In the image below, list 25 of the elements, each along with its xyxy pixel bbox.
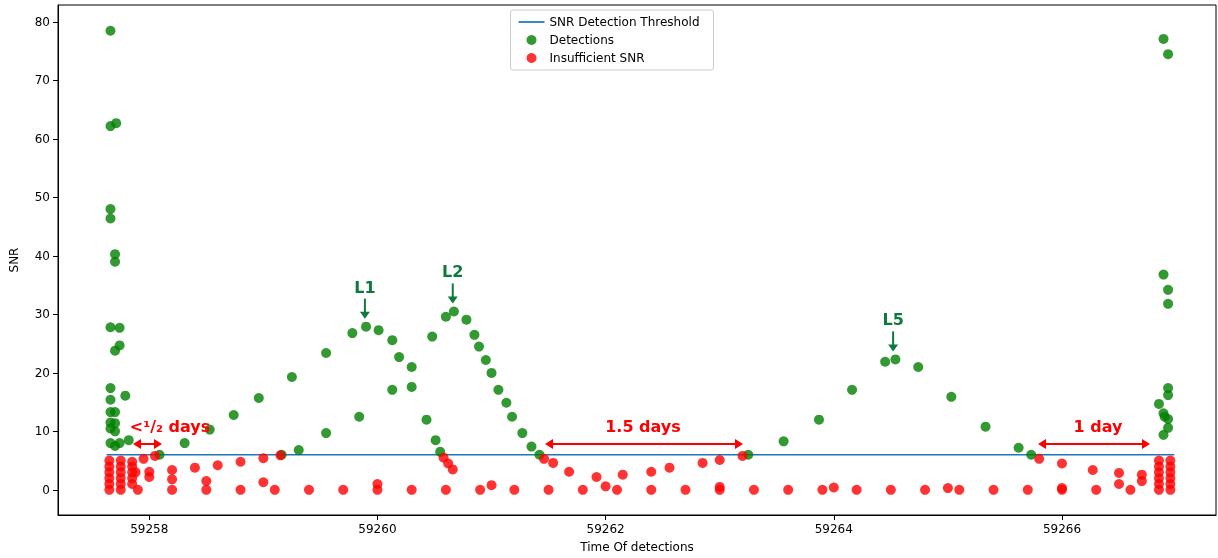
legend-label: SNR Detection Threshold [549,15,700,29]
y-tick-label: 40 [34,248,50,263]
y-axis-title: SNR [7,247,21,273]
x-tick-label: 59266 [1042,522,1082,536]
y-tick-label: 80 [34,14,50,29]
y-tick-label: 50 [34,190,50,205]
annotation: 1.5 days [605,417,681,436]
y-tick-label: 20 [34,365,50,380]
annotation: L2 [442,262,464,282]
x-axis-title: Time Of detections [579,540,694,554]
legend-label: Detections [549,33,615,47]
x-tick-label: 59260 [358,522,397,536]
x-tick-label: 59264 [814,522,853,536]
y-tick-label: 70 [34,73,50,88]
legend-label: Insufficient SNR [549,51,645,65]
x-tick-label: 59258 [130,522,169,536]
y-tick-label: 30 [34,307,50,322]
annotation: L1 [354,277,376,297]
annotation: <¹/₂ days [129,417,211,436]
annotation: 1 day [1073,417,1124,436]
annotation: L5 [882,310,904,330]
y-tick-label: 60 [34,131,50,146]
y-tick-label: 10 [34,424,50,439]
x-tick-label: 59262 [586,522,625,536]
y-tick-label: 0 [42,482,50,497]
